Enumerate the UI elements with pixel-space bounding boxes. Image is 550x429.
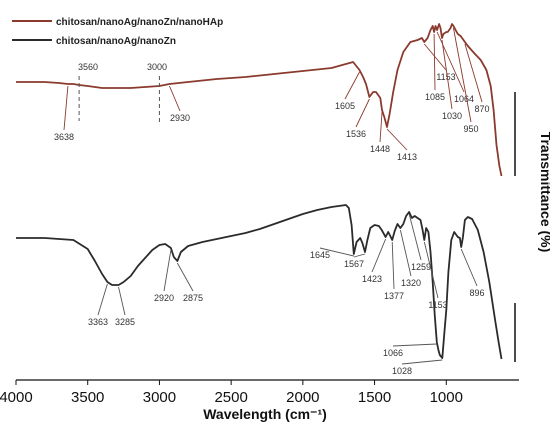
series-line-1 <box>16 204 503 360</box>
annotation-label-26: 1066 <box>383 348 403 358</box>
annotation-label-13: 870 <box>474 104 489 114</box>
x-tick-label-2000: 2000 <box>286 389 319 406</box>
annotation-arrow-22 <box>399 229 412 277</box>
annotation-label-4: 1605 <box>335 101 355 111</box>
annotation-label-27: 1028 <box>392 366 412 376</box>
annotation-arrow-26 <box>392 343 437 347</box>
x-tick-label-2500: 2500 <box>214 389 247 406</box>
annotation-label-14: 3363 <box>88 317 108 327</box>
annotation-arrow-4 <box>344 71 360 100</box>
annotation-arrow-11 <box>441 39 453 110</box>
annotation-arrow-7 <box>386 128 408 151</box>
annotation-arrow-25 <box>460 248 478 287</box>
annotation-label-8: 1153 <box>436 72 455 82</box>
annotation-label-9: 1085 <box>425 92 445 102</box>
x-tick-label-3000: 3000 <box>143 389 176 406</box>
annotation-label-24: 1153 <box>428 300 447 310</box>
x-tick-label-3500: 3500 <box>71 389 104 406</box>
annotation-label-12: 950 <box>463 124 478 134</box>
annotation-arrow-17 <box>176 262 194 292</box>
annotation-label-1: 3560 <box>78 62 98 72</box>
annotation-label-17: 2875 <box>183 293 203 303</box>
annotation-arrow-19 <box>353 253 366 258</box>
annotation-label-0: 3638 <box>54 132 74 142</box>
annotation-label-18: 1645 <box>310 250 330 260</box>
annotation-label-3: 2930 <box>170 113 190 123</box>
annotation-arrow-9 <box>433 33 436 91</box>
series-layer <box>16 23 503 360</box>
legend: chitosan/nanoAg/nanoZn/nanoHAp chitosan/… <box>12 17 223 47</box>
annotation-label-2: 3000 <box>147 62 167 72</box>
annotation-label-21: 1377 <box>384 291 404 301</box>
annotation-arrow-6 <box>379 111 383 143</box>
annotation-arrow-3 <box>169 85 181 112</box>
annotation-layer: 3638 3560 3000 2930 1605 1536 1448 1413 1153 1085… <box>54 27 490 376</box>
x-axis-title: Wavelength (cm⁻¹) <box>203 406 327 422</box>
x-tick-label-1000: 1000 <box>430 389 463 406</box>
annotation-label-10: 1064 <box>454 94 474 104</box>
annotation-arrow-21 <box>391 241 395 290</box>
annotation-arrow-18 <box>319 247 354 257</box>
annotation-arrow-24 <box>423 241 439 299</box>
y-axis-title: Transmittance (%) <box>538 132 550 253</box>
x-ticks: 4000 3500 3000 2500 2000 1500 1000 <box>0 380 463 406</box>
annotation-label-5: 1536 <box>346 129 366 139</box>
annotation-arrow-0 <box>63 85 69 131</box>
annotation-label-16: 2920 <box>154 293 174 303</box>
legend-label-1: chitosan/nanoAg/nanoZn <box>56 36 176 47</box>
annotation-arrow-16 <box>163 249 172 292</box>
annotation-label-22: 1320 <box>401 278 421 288</box>
x-tick-label-4000: 4000 <box>0 389 33 406</box>
annotation-arrow-13 <box>464 43 483 103</box>
annotation-arrow-8 <box>423 43 447 71</box>
annotation-arrow-20 <box>371 238 387 273</box>
annotation-label-19: 1567 <box>344 259 364 269</box>
x-tick-label-1500: 1500 <box>358 389 391 406</box>
annotation-arrow-5 <box>355 98 370 128</box>
annotation-label-25: 896 <box>469 288 484 298</box>
annotation-arrow-23 <box>408 213 422 261</box>
plot-frame <box>16 92 519 381</box>
annotation-label-6: 1448 <box>370 144 390 154</box>
annotation-label-20: 1423 <box>362 274 382 284</box>
annotation-label-23: 1259 <box>411 262 431 272</box>
annotation-label-11: 1030 <box>442 111 462 121</box>
annotation-arrow-27 <box>401 359 443 365</box>
series-line-0 <box>16 23 503 177</box>
legend-label-0: chitosan/nanoAg/nanoZn/nanoHAp <box>56 17 223 28</box>
annotation-label-7: 1413 <box>397 152 417 162</box>
annotation-arrow-12 <box>453 27 472 123</box>
annotation-arrow-10 <box>436 31 465 93</box>
annotation-label-15: 3285 <box>115 317 135 327</box>
annotation-arrow-14 <box>97 283 108 316</box>
annotation-arrow-15 <box>118 286 126 316</box>
